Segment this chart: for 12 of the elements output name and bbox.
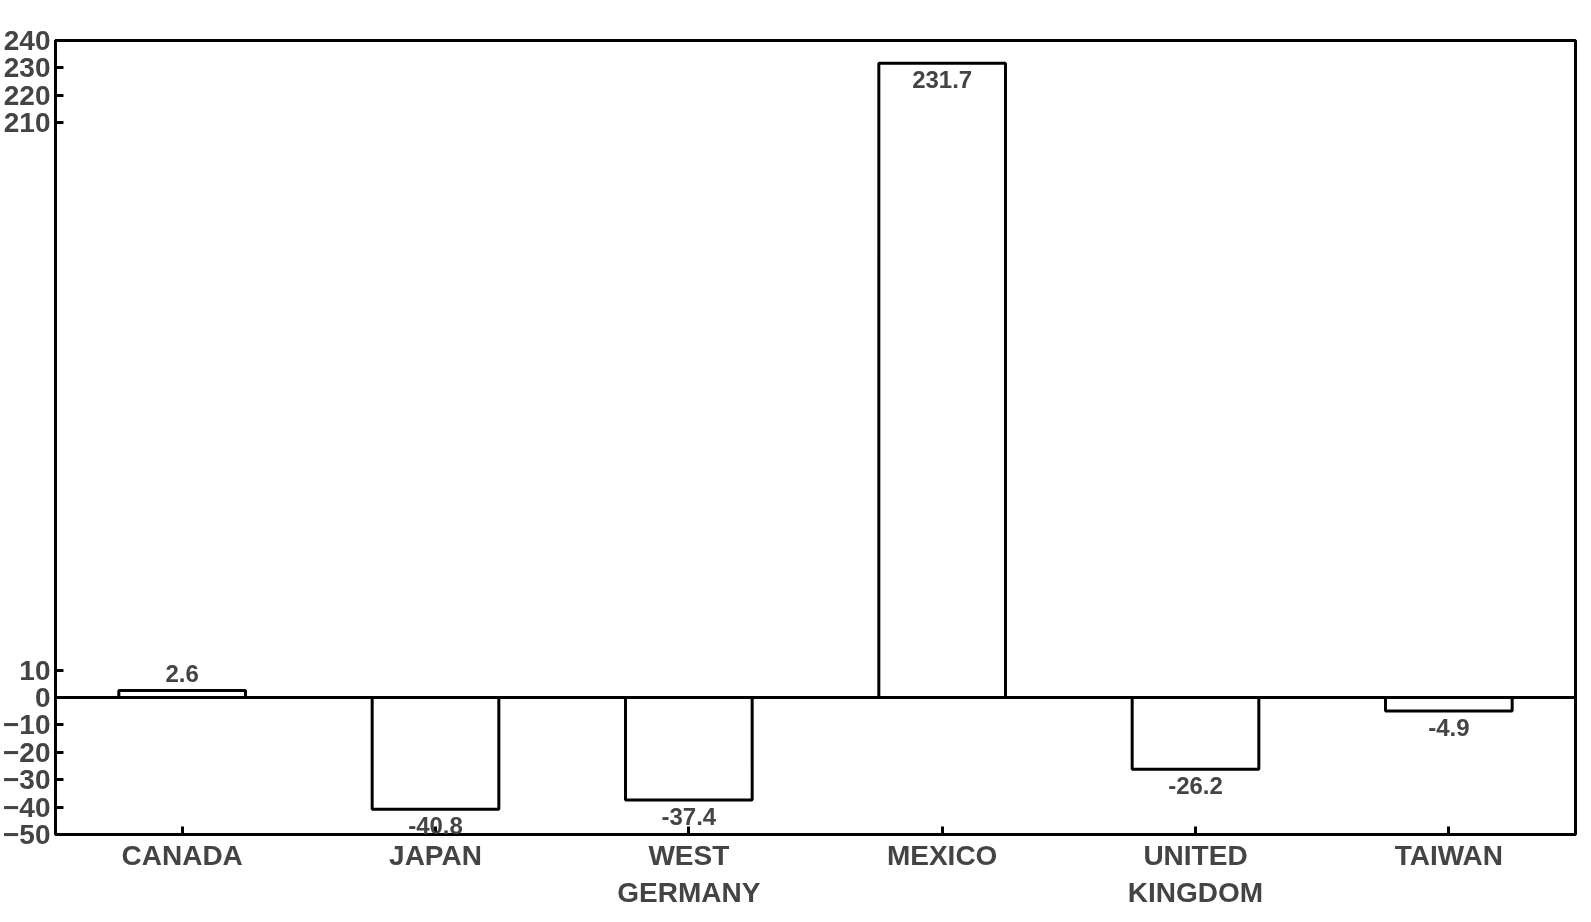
data-label: 2.6 — [165, 660, 199, 688]
data-label: -4.9 — [1428, 714, 1470, 742]
x-tick-label: CANADA — [121, 839, 243, 871]
data-label: -26.2 — [1168, 772, 1223, 800]
data-label: -37.4 — [661, 803, 717, 830]
x-tick-label: WEST GERMANY — [617, 839, 761, 908]
x-tick-label: MEXICO — [886, 839, 998, 871]
x-tick-label: UNITED KINGDOM — [1127, 839, 1264, 908]
x-tick-label: TAIWAN — [1394, 839, 1504, 871]
x-tick-label: JAPAN — [389, 839, 482, 871]
data-label: 231.7 — [912, 66, 973, 94]
data-label: -40.8 — [408, 812, 463, 840]
